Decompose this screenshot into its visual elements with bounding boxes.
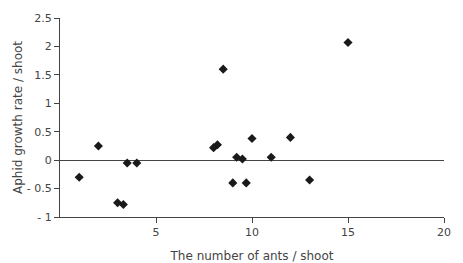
- svg-text:- 0.5: - 0.5: [27, 182, 52, 195]
- svg-text:5: 5: [153, 226, 160, 239]
- svg-text:0: 0: [45, 154, 52, 167]
- svg-text:2: 2: [45, 40, 52, 53]
- svg-text:0.5: 0.5: [34, 126, 52, 139]
- svg-text:- 1: - 1: [37, 211, 51, 224]
- svg-text:Aphid growth rate / shoot: Aphid growth rate / shoot: [11, 41, 25, 194]
- svg-text:20: 20: [437, 226, 451, 239]
- svg-text:15: 15: [341, 226, 355, 239]
- svg-text:The number of ants / shoot: The number of ants / shoot: [170, 249, 334, 263]
- svg-text:2.5: 2.5: [34, 12, 52, 25]
- svg-text:10: 10: [245, 226, 259, 239]
- svg-text:1: 1: [45, 97, 52, 110]
- svg-text:1.5: 1.5: [34, 69, 52, 82]
